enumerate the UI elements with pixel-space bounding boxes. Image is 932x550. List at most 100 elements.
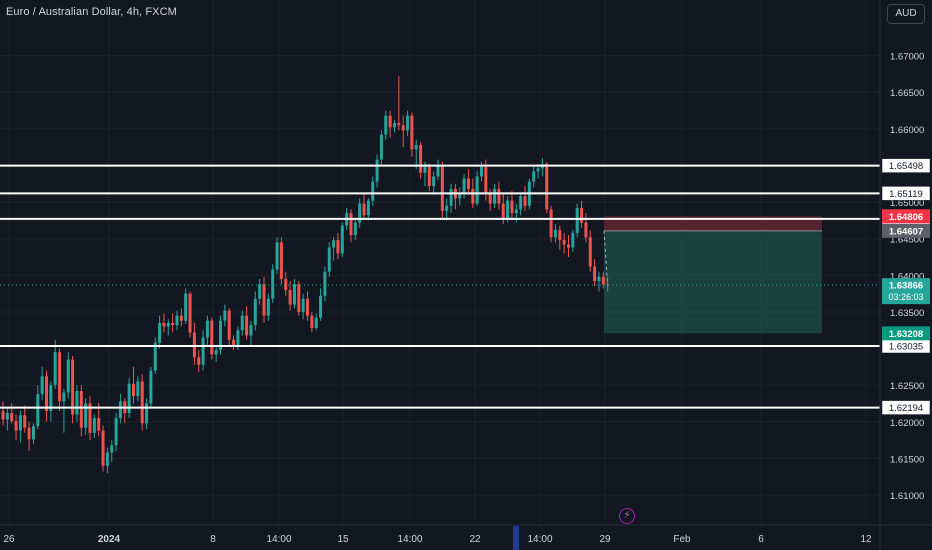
- time-axis[interactable]: 26 2024 8 14:00 15 14:00 22 14:00 29 Feb 6 12: [0, 524, 932, 550]
- candle-body: [575, 207, 579, 233]
- level-price-badge: [881, 158, 931, 173]
- candle-body: [593, 266, 597, 282]
- candle-body: [362, 203, 366, 216]
- candle-body: [332, 240, 336, 248]
- candle-body: [105, 452, 109, 466]
- candle-body: [114, 418, 118, 446]
- candle-body: [175, 315, 179, 326]
- candle-body: [523, 196, 527, 206]
- price-axis[interactable]: 1.67000 1.66500 1.66000 1.65000 1.64500 1.640…: [879, 0, 924, 550]
- grid-layer: [0, 0, 880, 525]
- candle-body: [249, 325, 253, 336]
- candle-body: [449, 188, 453, 206]
- candle-body: [567, 244, 570, 248]
- candle-body: [340, 225, 344, 254]
- candle-body: [162, 322, 166, 327]
- candle-body: [27, 427, 31, 440]
- stop-loss-zone: [604, 216, 822, 231]
- candle-body: [197, 357, 201, 365]
- lightning-icon[interactable]: ⚡: [619, 508, 635, 524]
- candle-body: [18, 415, 22, 431]
- candle-body: [484, 166, 488, 194]
- candle-body: [323, 271, 327, 296]
- candle-body: [353, 222, 357, 236]
- chart-title: Euro / Australian Dollar, 4h, FXCM: [6, 6, 177, 18]
- candle-body: [553, 229, 557, 238]
- candle-body: [223, 310, 227, 321]
- time-tick-label: 22: [469, 534, 481, 545]
- candle-body: [401, 125, 405, 131]
- candle-body: [536, 168, 540, 172]
- candle-body: [301, 298, 305, 312]
- candle-body: [40, 376, 44, 394]
- candle-body: [266, 298, 270, 316]
- candle-body: [384, 115, 388, 135]
- candle-body: [514, 209, 518, 214]
- candle-body: [423, 166, 427, 173]
- candle-body: [75, 391, 79, 415]
- candle-body: [227, 310, 231, 340]
- price-tick-label: 1.67000: [890, 52, 924, 63]
- time-tick-label: 8: [210, 534, 216, 545]
- time-axis-marker: [513, 526, 519, 550]
- position-zones: [603, 216, 822, 334]
- candle-body: [588, 237, 592, 267]
- candle-body: [201, 337, 205, 365]
- level-price-label: 1.65119: [889, 189, 923, 200]
- candle-body: [53, 352, 57, 386]
- price-badges: 1.654981.651191.647701.630351.621941.648…: [881, 158, 931, 415]
- candle-body: [127, 383, 131, 413]
- price-tick-label: 1.63500: [890, 308, 924, 319]
- horizontal-levels: [0, 164, 880, 409]
- time-tick-label: 29: [599, 534, 611, 545]
- time-tick-label: 2024: [98, 534, 121, 545]
- candle-body: [118, 401, 122, 419]
- candle-body: [288, 289, 292, 305]
- candle-body: [271, 269, 275, 299]
- take-profit-zone: [604, 230, 822, 334]
- candle-body: [440, 165, 444, 211]
- candle-body: [549, 209, 553, 238]
- level-price-label: 1.62194: [889, 403, 923, 414]
- candle-body: [292, 284, 296, 305]
- candles-layer: [1, 76, 610, 474]
- candle-body: [171, 322, 175, 326]
- candle-body: [253, 298, 257, 326]
- current-price-label: 1.63866: [889, 281, 923, 292]
- candle-body: [397, 123, 401, 126]
- candle-body: [92, 418, 96, 433]
- candle-body: [210, 320, 214, 355]
- candle-body: [149, 370, 153, 404]
- candle-body: [62, 392, 66, 402]
- candle-body: [306, 298, 309, 316]
- candle-body: [510, 200, 514, 214]
- candle-body: [410, 115, 414, 150]
- candle-body: [414, 144, 418, 150]
- price-tick-label: 1.61000: [890, 491, 924, 502]
- price-tick-label: 1.64000: [890, 271, 924, 282]
- currency-button[interactable]: AUD: [887, 4, 925, 24]
- candle-body: [458, 193, 462, 199]
- stop-price-badge: [882, 209, 930, 224]
- candle-body: [532, 171, 536, 182]
- candle-body: [393, 123, 396, 128]
- candle-body: [232, 339, 236, 345]
- candle-body: [606, 284, 610, 286]
- candle-body: [501, 203, 505, 219]
- candle-body: [475, 176, 479, 204]
- candle-body: [184, 293, 188, 321]
- price-tick-label: 1.65000: [890, 198, 924, 209]
- candle-body: [58, 352, 62, 402]
- candle-body: [462, 178, 466, 194]
- entry-price-badge: [882, 223, 930, 238]
- target-price-badge: [882, 326, 930, 341]
- candle-body: [584, 222, 588, 238]
- candle-body: [436, 165, 440, 177]
- candle-body: [88, 403, 92, 433]
- target-price-label: 1.63208: [889, 329, 923, 340]
- price-tick-label: 1.64500: [890, 235, 924, 246]
- candle-body: [136, 381, 140, 397]
- candle-body: [275, 242, 279, 270]
- time-tick-label: 15: [337, 534, 349, 545]
